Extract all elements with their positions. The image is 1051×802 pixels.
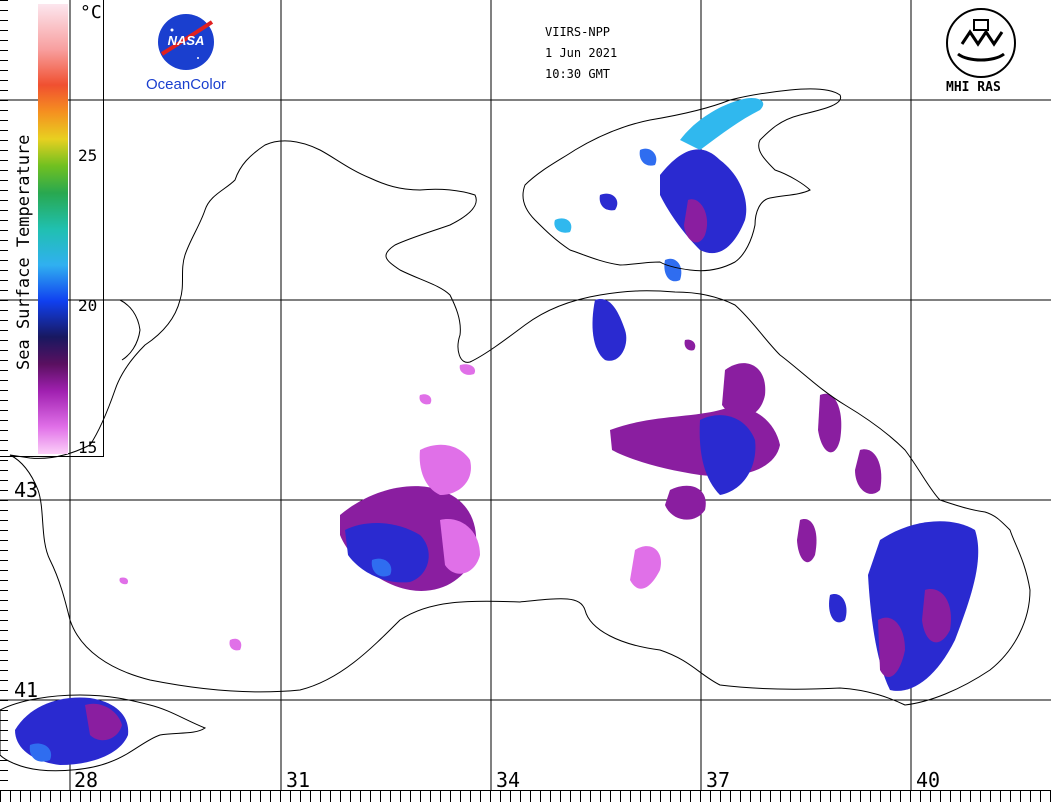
- nasa-logo-text: NASA: [167, 33, 205, 48]
- lat-label-41: 41: [14, 678, 39, 702]
- marmara-patch-purple: [85, 703, 122, 741]
- azov-small-2: [599, 193, 618, 211]
- azov-small-1: [639, 148, 657, 166]
- lon-label-37: 37: [706, 768, 731, 792]
- speck-5: [684, 339, 696, 351]
- east-band-2: [722, 363, 766, 418]
- lon-label-31: 31: [286, 768, 311, 792]
- image-date: 1 Jun 2021: [545, 46, 618, 60]
- header-info: VIIRS-NPP 1 Jun 2021 10:30 GMT: [545, 22, 617, 85]
- west-patch-cyan: [371, 558, 392, 577]
- speck-3: [229, 638, 242, 651]
- sst-patches: [15, 98, 979, 765]
- east-band-blue: [699, 415, 756, 495]
- nasa-logo: NASA: [158, 14, 214, 70]
- legend-frame: [0, 0, 104, 457]
- speck-4: [419, 394, 432, 405]
- west-patch-blue: [345, 523, 429, 583]
- oceancolor-caption: OceanColor: [146, 76, 227, 93]
- legend-unit: °C: [80, 2, 102, 23]
- east-band-4: [630, 546, 661, 589]
- east-band-3: [665, 485, 706, 520]
- lon-label-40: 40: [916, 768, 941, 792]
- caucasus-patch-2: [855, 449, 882, 494]
- se-small-2: [797, 519, 817, 563]
- legend-tick-20: 20: [78, 296, 98, 315]
- marmara-patch-cyan: [29, 743, 52, 762]
- legend-colorbar: [38, 4, 68, 454]
- speck-2: [119, 577, 129, 585]
- kerch-patch: [664, 258, 682, 282]
- image-time: 10:30 GMT: [545, 67, 611, 81]
- caucasus-patch-1: [818, 393, 842, 453]
- azov-small-3: [554, 218, 572, 233]
- coastline: [0, 88, 1031, 772]
- lon-label-34: 34: [496, 768, 521, 792]
- se-patch-purple-2: [922, 589, 951, 643]
- se-small-1: [829, 594, 847, 623]
- legend-title: Sea Surface Temperature: [14, 134, 34, 370]
- legend-tick-15: 15: [78, 438, 98, 457]
- azov-patch-cyan: [680, 98, 764, 150]
- mhi-logo: [946, 8, 1016, 78]
- left-scale: [0, 0, 8, 790]
- mhi-emblem-icon: [957, 19, 1005, 62]
- azov-patch-purple: [684, 199, 708, 243]
- west-patch-light: [419, 444, 471, 495]
- legend-tick-25: 25: [78, 146, 98, 165]
- bottom-scale: [0, 790, 1051, 802]
- west-patch-light-2: [440, 519, 480, 574]
- azov-patch-blue: [660, 149, 747, 254]
- nasa-swoosh-icon: [160, 20, 214, 59]
- lat-label-43: 43: [14, 478, 39, 502]
- speck-1: [459, 364, 476, 375]
- mhi-caption: MHI RAS: [946, 80, 1001, 95]
- sensor-name: VIIRS-NPP: [545, 25, 611, 39]
- ne-patch-blue: [592, 299, 627, 361]
- se-patch-purple: [878, 617, 905, 678]
- lon-label-28: 28: [74, 768, 99, 792]
